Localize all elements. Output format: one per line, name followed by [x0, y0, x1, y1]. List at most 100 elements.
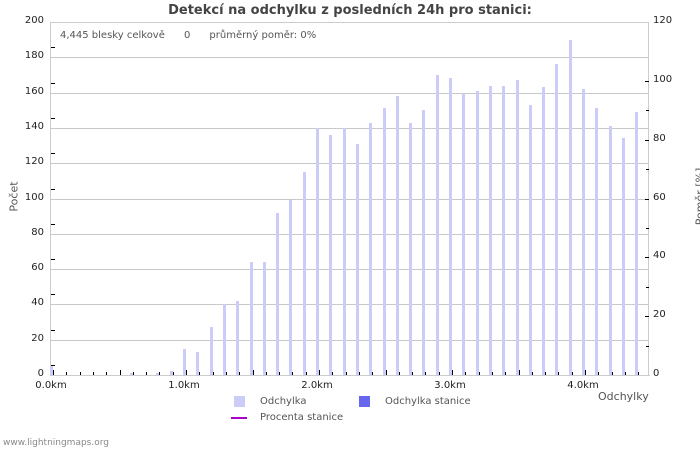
y-tick-label: 200: [4, 15, 44, 26]
x-tick-mark: [239, 372, 240, 375]
x-tick-mark: [80, 372, 81, 375]
y-right-minor-tick: [646, 169, 649, 170]
x-tick-mark: [638, 372, 639, 375]
x-tick-mark: [585, 370, 586, 375]
y-axis-label-right: Poměr [%]: [694, 167, 700, 227]
x-tick-mark: [465, 372, 466, 375]
x-tick-mark: [612, 372, 613, 375]
bar-odchylka: [569, 40, 572, 375]
x-tick-label: 1.0km: [159, 380, 209, 391]
x-tick-label: 2.0km: [292, 380, 342, 391]
legend-swatch-light: [234, 396, 245, 407]
x-tick-mark: [598, 372, 599, 375]
y-axis-label-left: Počet: [8, 177, 21, 217]
x-tick-mark: [558, 372, 559, 375]
y-right-minor-tick: [646, 110, 649, 111]
bar-odchylka: [582, 89, 585, 375]
y-right-tick-mark: [645, 199, 649, 200]
x-tick-mark: [492, 372, 493, 375]
x-tick-mark: [292, 372, 293, 375]
legend-swatch-dark: [359, 396, 370, 407]
bar-odchylka: [542, 87, 545, 375]
y-tick-mark: [51, 189, 55, 190]
x-tick-mark: [199, 372, 200, 375]
bar-odchylka: [595, 108, 598, 375]
x-tick-mark: [412, 372, 413, 375]
x-tick-mark: [532, 372, 533, 375]
x-tick-mark: [359, 372, 360, 375]
bar-odchylka: [303, 172, 306, 375]
bar-odchylka: [316, 128, 319, 375]
bar-odchylka: [516, 80, 519, 375]
x-axis-label: Odchylky: [598, 390, 649, 403]
y-right-tick-label: 60: [653, 192, 666, 203]
x-tick-mark: [439, 372, 440, 375]
bar-odchylka: [622, 138, 625, 375]
x-tick-mark: [519, 370, 520, 375]
x-tick-mark: [266, 372, 267, 375]
x-tick-mark: [399, 372, 400, 375]
y-right-tick-mark: [645, 316, 649, 317]
bar-odchylka: [156, 373, 159, 375]
bar-odchylka: [462, 93, 465, 375]
x-tick-label: 0.0km: [26, 380, 76, 391]
x-tick-mark: [346, 372, 347, 375]
legend-odchylka: Odchylka: [234, 396, 307, 407]
y-tick-mark: [51, 153, 55, 154]
bar-odchylka: [635, 112, 638, 375]
bar-odchylka: [529, 105, 532, 375]
bar-odchylka: [183, 349, 186, 375]
x-tick-label: 3.0km: [425, 380, 475, 391]
x-tick-mark: [213, 372, 214, 375]
bar-odchylka: [223, 304, 226, 375]
legend-label: Odchylka: [260, 396, 307, 407]
station-count: 0: [184, 30, 190, 41]
y-right-tick-label: 80: [653, 133, 666, 144]
bar-odchylka: [502, 86, 505, 375]
y-right-tick-label: 120: [653, 15, 672, 26]
y-tick-label: 40: [4, 297, 44, 308]
x-tick-mark: [159, 372, 160, 375]
bar-odchylka: [383, 108, 386, 375]
legend-label: Odchylka stanice: [385, 396, 471, 407]
x-tick-mark: [226, 372, 227, 375]
x-tick-mark: [425, 372, 426, 375]
y-axis-left: [50, 22, 51, 376]
x-tick-mark: [306, 372, 307, 375]
legend-line-swatch: [231, 417, 247, 419]
y-right-tick-label: 20: [653, 309, 666, 320]
bar-odchylka: [449, 78, 452, 375]
y-right-tick-mark: [645, 140, 649, 141]
x-tick-mark: [186, 370, 187, 375]
x-tick-mark: [452, 370, 453, 375]
y-tick-label: 60: [4, 262, 44, 273]
y-right-tick-mark: [645, 257, 649, 258]
y-right-tick-mark: [645, 81, 649, 82]
bar-odchylka: [609, 126, 612, 375]
bar-odchylka: [489, 86, 492, 375]
y-right-minor-tick: [646, 228, 649, 229]
bar-odchylka: [130, 373, 133, 375]
x-tick-mark: [332, 372, 333, 375]
x-tick-mark: [505, 372, 506, 375]
y-tick-mark: [51, 118, 55, 119]
y-tick-label: 0: [4, 368, 44, 379]
legend-label: Procenta stanice: [260, 412, 343, 423]
bar-odchylka: [263, 262, 266, 375]
y-tick-label: 140: [4, 121, 44, 132]
legend-procenta-stanice: Procenta stanice: [231, 412, 343, 423]
x-tick-mark: [146, 372, 147, 375]
x-tick-mark: [545, 372, 546, 375]
bar-odchylka: [436, 75, 439, 375]
x-tick-mark: [572, 372, 573, 375]
y-right-tick-label: 100: [653, 74, 672, 85]
y-tick-mark: [51, 294, 55, 295]
total-count: 4,445 blesky celkově: [60, 30, 165, 41]
bar-odchylka: [343, 128, 346, 375]
y-tick-mark: [51, 259, 55, 260]
y-right-minor-tick: [646, 346, 649, 347]
bar-odchylka: [236, 301, 239, 375]
x-tick-mark: [319, 370, 320, 375]
y-tick-label: 80: [4, 227, 44, 238]
bar-odchylka: [170, 371, 173, 375]
